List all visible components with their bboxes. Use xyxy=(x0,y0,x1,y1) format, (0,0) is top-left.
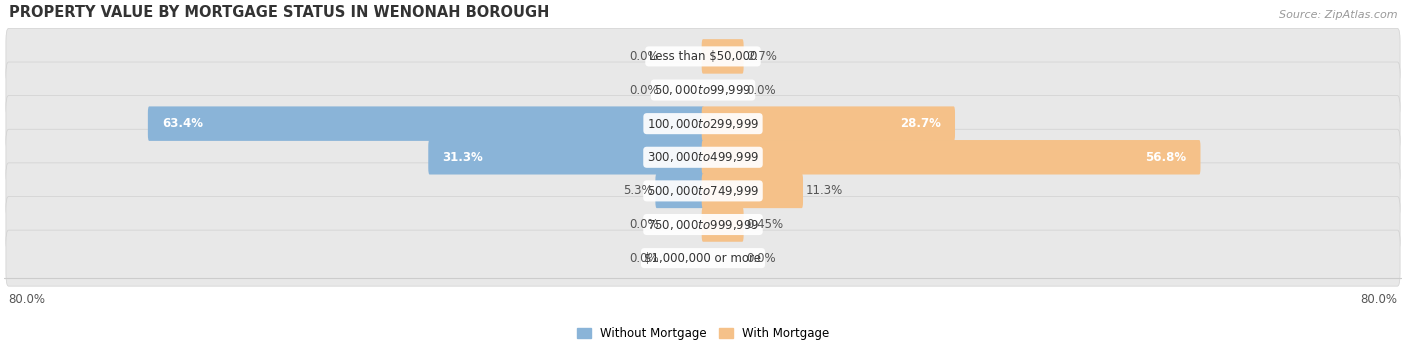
Text: $300,000 to $499,999: $300,000 to $499,999 xyxy=(647,150,759,164)
Text: PROPERTY VALUE BY MORTGAGE STATUS IN WENONAH BOROUGH: PROPERTY VALUE BY MORTGAGE STATUS IN WEN… xyxy=(8,5,548,20)
Text: 0.0%: 0.0% xyxy=(747,252,776,265)
Text: 31.3%: 31.3% xyxy=(443,151,484,164)
FancyBboxPatch shape xyxy=(702,39,744,74)
FancyBboxPatch shape xyxy=(6,96,1400,152)
FancyBboxPatch shape xyxy=(6,29,1400,84)
Text: 0.0%: 0.0% xyxy=(747,84,776,97)
Legend: Without Mortgage, With Mortgage: Without Mortgage, With Mortgage xyxy=(576,327,830,340)
Text: Less than $50,000: Less than $50,000 xyxy=(648,50,758,63)
Text: 2.7%: 2.7% xyxy=(747,50,776,63)
Text: $500,000 to $749,999: $500,000 to $749,999 xyxy=(647,184,759,198)
Text: 0.0%: 0.0% xyxy=(630,50,659,63)
FancyBboxPatch shape xyxy=(6,62,1400,118)
FancyBboxPatch shape xyxy=(6,129,1400,185)
Text: 28.7%: 28.7% xyxy=(900,117,941,130)
Text: 5.3%: 5.3% xyxy=(623,184,652,198)
FancyBboxPatch shape xyxy=(429,140,704,174)
Text: 0.0%: 0.0% xyxy=(630,84,659,97)
Text: 56.8%: 56.8% xyxy=(1144,151,1187,164)
FancyBboxPatch shape xyxy=(6,197,1400,253)
Text: 0.0%: 0.0% xyxy=(630,252,659,265)
Text: $1,000,000 or more: $1,000,000 or more xyxy=(644,252,762,265)
Text: 11.3%: 11.3% xyxy=(806,184,844,198)
FancyBboxPatch shape xyxy=(702,207,744,242)
Text: $750,000 to $999,999: $750,000 to $999,999 xyxy=(647,218,759,232)
Text: $100,000 to $299,999: $100,000 to $299,999 xyxy=(647,117,759,131)
Text: Source: ZipAtlas.com: Source: ZipAtlas.com xyxy=(1279,10,1398,20)
FancyBboxPatch shape xyxy=(655,174,704,208)
Text: $50,000 to $99,999: $50,000 to $99,999 xyxy=(654,83,752,97)
Text: 80.0%: 80.0% xyxy=(1361,293,1398,306)
FancyBboxPatch shape xyxy=(6,163,1400,219)
FancyBboxPatch shape xyxy=(148,106,704,141)
Text: 0.0%: 0.0% xyxy=(630,218,659,231)
Text: 63.4%: 63.4% xyxy=(162,117,204,130)
FancyBboxPatch shape xyxy=(6,230,1400,286)
FancyBboxPatch shape xyxy=(702,106,955,141)
Text: 80.0%: 80.0% xyxy=(8,293,45,306)
FancyBboxPatch shape xyxy=(702,174,803,208)
FancyBboxPatch shape xyxy=(702,140,1201,174)
Text: 0.45%: 0.45% xyxy=(747,218,783,231)
